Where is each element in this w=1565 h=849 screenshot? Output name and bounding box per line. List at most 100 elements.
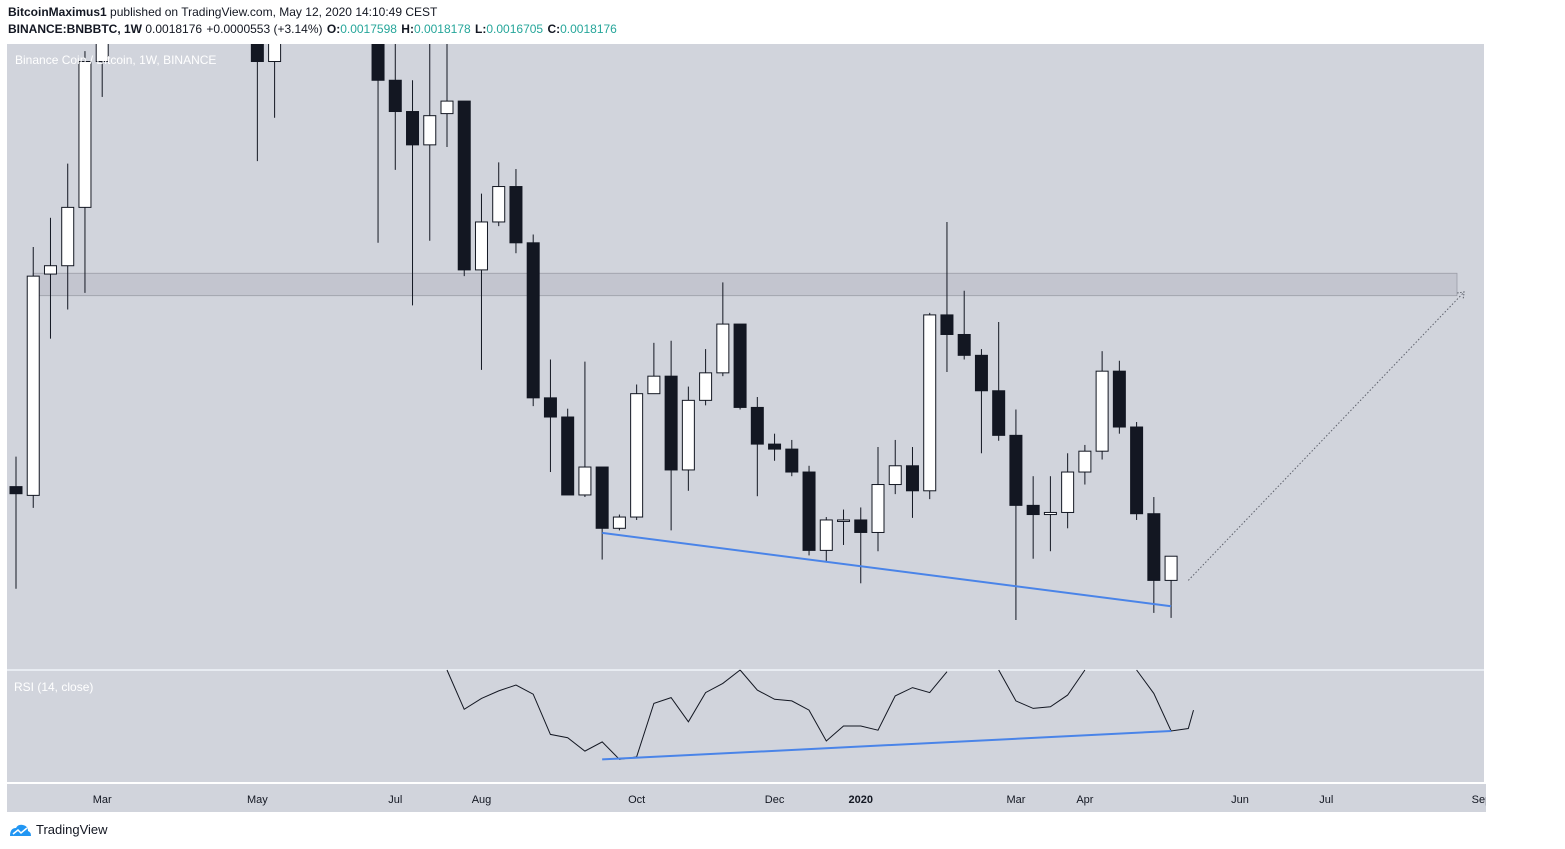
candle-bear	[750, 406, 764, 445]
candle-bull	[647, 375, 661, 395]
candle-bear	[9, 486, 23, 495]
time-tick-label: Jul	[1319, 794, 1333, 806]
time-tick-label: Jun	[1231, 794, 1249, 806]
candle-bear	[457, 100, 471, 271]
candle-bear	[802, 471, 816, 551]
low-label: L:	[475, 22, 487, 36]
candle-bear	[388, 79, 402, 113]
chart-frame[interactable]: 0.00300000.00290000.00280000.00270000.00…	[7, 44, 1556, 812]
candle-bull	[43, 265, 57, 275]
plot-background	[7, 44, 1486, 784]
time-tick-label: Aug	[472, 794, 492, 806]
close-value: 0.0018176	[560, 22, 617, 36]
candle-bear	[1009, 434, 1023, 506]
low-value: 0.0016705	[486, 22, 544, 36]
candle-bear	[543, 397, 557, 418]
projection-line	[1187, 291, 1465, 581]
time-tick-label: May	[247, 794, 268, 806]
candle-bull	[923, 314, 937, 492]
high-value: 0.0018178	[413, 22, 471, 36]
candle-bull	[95, 44, 109, 63]
time-tick-label: Dec	[765, 794, 785, 806]
ohlc-line: BINANCE:BNBBTC, 1W 0.0018176 +0.0000553 …	[8, 21, 618, 38]
rsi-layer	[446, 669, 1194, 761]
candle-bear	[854, 519, 868, 533]
candle-bull	[612, 516, 626, 529]
candle-bear	[974, 354, 988, 392]
published-text: published on TradingView.com, May 12, 20…	[110, 5, 438, 19]
projection-arrowhead-icon	[1457, 291, 1465, 300]
support-trendline	[602, 531, 1172, 608]
candle-bull	[423, 115, 437, 146]
candle-bear	[992, 390, 1006, 436]
open-label: O:	[326, 22, 341, 36]
candle-bull	[61, 206, 75, 267]
time-tick-label: Jul	[388, 794, 402, 806]
time-tick-label: Oct	[628, 794, 645, 806]
time-tick-label: Mar	[93, 794, 112, 806]
author-name[interactable]: BitcoinMaximus1	[8, 5, 107, 19]
open-value: 0.0017598	[340, 22, 397, 36]
rsi-trendline	[602, 730, 1172, 761]
candle-bear	[1026, 504, 1040, 516]
publish-line: BitcoinMaximus1 published on TradingView…	[8, 4, 618, 21]
candle-bear	[905, 465, 919, 492]
time-tick-label: Sep	[1472, 794, 1486, 806]
candle-bear	[957, 333, 971, 356]
candle-bull	[630, 393, 644, 518]
chart-title: Binance Coin / Bitcoin, 1W, BINANCE	[15, 53, 216, 67]
candle-bear	[250, 44, 264, 63]
time-tick-label: Mar	[1006, 794, 1025, 806]
candle-bull	[26, 275, 40, 496]
candle-bull	[474, 221, 488, 271]
candle-bear	[509, 186, 523, 244]
trendlines-layer	[602, 291, 1465, 608]
time-axis-background	[7, 784, 1486, 812]
candle-bear	[1112, 370, 1126, 428]
rsi-label: RSI (14, close)	[14, 680, 93, 694]
candle-bull	[578, 466, 592, 496]
footer-branding: TradingView	[8, 822, 108, 837]
candle-bear	[561, 416, 575, 496]
candle-bull	[492, 186, 506, 223]
candle-bear	[940, 314, 954, 335]
candle-bull	[837, 519, 851, 522]
candle-bear	[371, 44, 385, 81]
rsi-line	[1136, 669, 1194, 732]
candle-bear	[1130, 426, 1144, 515]
rsi-line	[998, 669, 1086, 709]
candle-bear	[664, 375, 678, 471]
chart-canvas[interactable]: 0.00300000.00290000.00280000.00270000.00…	[7, 44, 1556, 812]
candle-bull	[699, 372, 713, 401]
rsi-line	[739, 669, 948, 742]
candle-bull	[440, 100, 454, 115]
candle-bull	[888, 465, 902, 486]
time-tick-label: 2020	[849, 794, 873, 806]
candle-bear	[406, 111, 420, 146]
candle-bear	[733, 323, 747, 408]
candle-bear	[595, 466, 609, 529]
chart-header: BitcoinMaximus1 published on TradingView…	[8, 4, 618, 38]
candle-bear	[526, 242, 540, 399]
candle-bull	[268, 44, 282, 63]
last-price: 0.0018176	[145, 22, 203, 36]
brand-name[interactable]: TradingView	[36, 822, 108, 837]
candle-bull	[1078, 450, 1092, 473]
candle-bull	[716, 323, 730, 374]
symbol-label: BINANCE:BNBBTC, 1W	[8, 22, 142, 36]
candle-bull	[871, 484, 885, 533]
time-tick-label: Apr	[1076, 794, 1093, 806]
candle-bull	[681, 399, 695, 471]
resistance-zone	[32, 272, 1458, 297]
candles-layer	[9, 44, 1178, 620]
close-label: C:	[547, 22, 561, 36]
candle-bull	[1095, 370, 1109, 452]
candle-bull	[819, 519, 833, 551]
candle-bear	[785, 448, 799, 473]
high-label: H:	[401, 22, 414, 36]
candle-bear	[768, 443, 782, 450]
candle-bear	[1147, 513, 1161, 581]
rsi-line	[446, 669, 741, 760]
price-change: +0.0000553 (+3.14%)	[206, 22, 323, 36]
candle-bull	[1164, 555, 1178, 581]
